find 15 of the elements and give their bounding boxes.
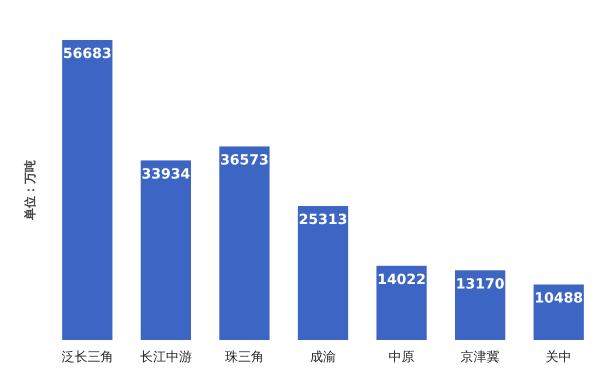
data-label: 13170 bbox=[456, 276, 505, 292]
data-label: 56683 bbox=[62, 46, 112, 62]
x-tick-label: 关中 bbox=[546, 350, 572, 365]
data-label: 10488 bbox=[534, 290, 584, 306]
data-label: 14022 bbox=[377, 272, 426, 288]
x-tick-label: 珠三角 bbox=[224, 350, 264, 365]
x-tick-label: 京津冀 bbox=[460, 350, 500, 365]
y-axis-title: 单位：万吨 bbox=[23, 160, 37, 221]
data-label: 25313 bbox=[298, 212, 348, 228]
x-tick-label: 中原 bbox=[388, 350, 415, 365]
x-tick-label: 泛长三角 bbox=[61, 350, 114, 365]
data-label: 36573 bbox=[220, 152, 269, 168]
x-tick-label: 长江中游 bbox=[140, 350, 192, 365]
x-tick-label: 成渝 bbox=[310, 350, 336, 365]
data-label: 33934 bbox=[142, 166, 190, 182]
